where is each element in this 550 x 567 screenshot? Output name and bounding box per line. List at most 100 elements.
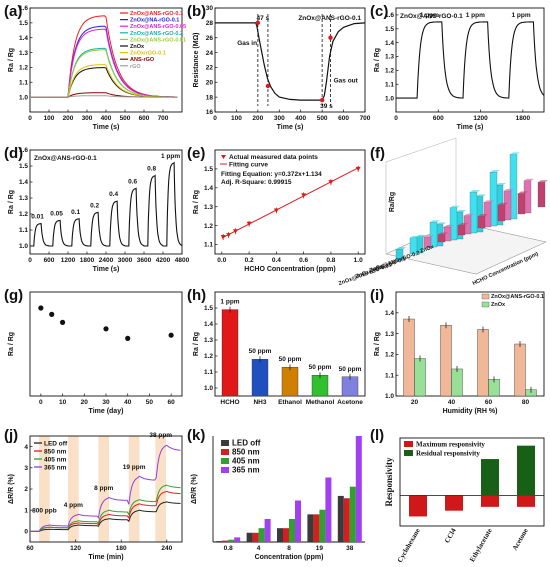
y-tick-label: 16 [206, 109, 214, 116]
plot-frame [29, 291, 183, 397]
legend-swatch [221, 155, 226, 159]
fit-line [221, 167, 359, 239]
y-tick-label: 28 [206, 20, 214, 27]
x-tick-label: 500 [317, 115, 328, 122]
legend-swatch [404, 441, 413, 447]
bar [246, 532, 253, 542]
plot-frame [214, 149, 366, 255]
y-tick-label: 1.4 [19, 35, 28, 42]
x-tick-label: 80 [522, 399, 530, 406]
x-axis-label: Time (s) [277, 124, 304, 131]
bar-top [518, 191, 528, 194]
y-tick-label: 1.1 [19, 227, 28, 234]
y-tick-label: 1.1 [385, 81, 394, 88]
response-curve [30, 161, 183, 247]
bar [283, 528, 289, 542]
x-tick-label: 600 [139, 115, 150, 122]
bar [477, 329, 489, 397]
y-axis-label: Resistance (MΩ) [193, 32, 200, 87]
y-tick-label: 4 [24, 444, 28, 451]
x-tick-label: 1200 [473, 115, 488, 122]
y-tick-label: 1.0 [204, 385, 213, 392]
bar [277, 528, 283, 542]
bar [349, 486, 356, 542]
x-tick-label: 3000 [118, 257, 133, 264]
x-tick-label: 0 [28, 257, 32, 264]
bar [457, 225, 466, 236]
plot-frame [395, 7, 545, 113]
legend-label: Maximum responsivity [416, 441, 485, 449]
panel-label-j: (j) [4, 427, 19, 444]
exposure-label: 19 ppm [123, 464, 146, 471]
bar [409, 495, 427, 517]
bar [437, 234, 446, 243]
exposure-band [68, 436, 79, 542]
chart-h: 1.0 1.1 1.2 1.3 1.4 1.5 Ra / Rg 1 ppm HCHO 50 ppm… [193, 291, 366, 406]
series-line [30, 501, 181, 532]
x-tick-label: 0.8 [224, 545, 233, 552]
x-tick-label: 60 [168, 399, 176, 406]
y-tick-label: 1.6 [19, 147, 28, 154]
legend-label: Fitting curve [229, 162, 268, 169]
data-point [220, 234, 226, 240]
legend-label: ZnOx@ANS-rGO-0.2 [130, 31, 183, 37]
x-axis-label: Time (s) [93, 266, 120, 273]
equation-label: Fitting Equation: y=0.372x+1.134 [221, 171, 322, 178]
x-tick-label: 240 [161, 545, 172, 552]
bar-top [538, 180, 548, 183]
x-tick-label: 0.8 [326, 257, 335, 264]
bar-label: 50 ppm [339, 366, 362, 373]
bar [477, 216, 486, 229]
panel-label-c: (c) [370, 3, 389, 20]
legend-label: Actual measured data points [229, 154, 318, 161]
x-tick-label: CCl4 [443, 527, 458, 545]
bar [440, 325, 452, 397]
bar [251, 358, 269, 397]
x-tick-label: 30 [102, 399, 110, 406]
x-tick-label: Acetone [337, 399, 363, 406]
exposure-label: 800 ppb [32, 507, 57, 514]
z-axis-label: Ra/Rg [389, 192, 396, 212]
legend-label: ZnOx@ANS-rGO-0.1 [491, 294, 544, 300]
bar [414, 358, 426, 397]
y-tick-label: 3 [24, 465, 28, 472]
y-tick-label: 1.1 [204, 369, 213, 376]
legend-label: ZnOx@ANS-rGO-0.05 [130, 24, 186, 30]
y-axis-label: Ra / Rg [193, 332, 200, 356]
y-tick-label: 1.0 [385, 393, 394, 400]
chart-panel-b: (b) 16 18 20 22 24 26 28 30 0 100 200 300 400 500 600 7… [183, 0, 373, 140]
panel-label-e: (e) [187, 145, 206, 162]
x-tick-label: 0.0 [217, 257, 226, 264]
legend-label: rGO [130, 64, 141, 70]
legend-swatch [221, 449, 229, 455]
chart-panel-a: (a) 1.0 1.1 1.2 1.3 1.4 1.5 1.6 0 100 200 300 400 50… [0, 0, 190, 140]
y-tick-label: 1.1 [204, 242, 213, 249]
x-tick-label: 0.4 [272, 257, 281, 264]
y-tick-label: 1.0 [19, 94, 28, 101]
chart-panel-d: (d) 1.0 1.1 1.2 1.3 1.4 1.5 1.6 0 600 1200 1800 240… [0, 142, 190, 282]
legend-label: 850 nm [232, 448, 260, 457]
x-tick-label: NH3 [253, 399, 266, 406]
bar [221, 309, 239, 397]
series-line [30, 484, 181, 532]
chart-title: ZnOx@ANS-rGO-0.1 [298, 15, 361, 22]
chart-f: Ra/RgZnOx@ANS-rGO-0.01ZnOx@ANS-rGO-0.1Zn… [338, 137, 548, 287]
chart-panel-e: (e) 1.1 1.2 1.3 1.4 1.5 0.0 0.2 0.4 0.6 0.8 1.0 HCH… [183, 142, 373, 282]
bar [281, 366, 299, 397]
x-tick-label: 600 [44, 257, 55, 264]
bar-label: 50 ppm [249, 348, 272, 355]
bar [537, 182, 546, 208]
chart-l: Responsivity Cyclohexane CCl4 Ethylacetate A… [384, 437, 545, 564]
y-tick-label: 2 [24, 486, 28, 493]
x-tick-label: Ethylacetate [468, 527, 494, 563]
legend-label: ZnOx@NA-rGO-0.1 [130, 18, 179, 24]
marker-point [265, 83, 271, 89]
legend-swatch [221, 467, 229, 473]
legend-swatch [221, 458, 229, 464]
chart-panel-c: (c) 1.0 1.1 1.2 1.3 1.4 1.5 1.6 0 600 1200 1800 Tim… [366, 0, 550, 140]
y-tick-label: 1.5 [19, 20, 28, 27]
y-tick-label: 1.3 [204, 204, 213, 211]
bar-top [490, 170, 500, 173]
x-tick-label: 0 [394, 115, 398, 122]
x-tick-label: 400 [295, 115, 306, 122]
